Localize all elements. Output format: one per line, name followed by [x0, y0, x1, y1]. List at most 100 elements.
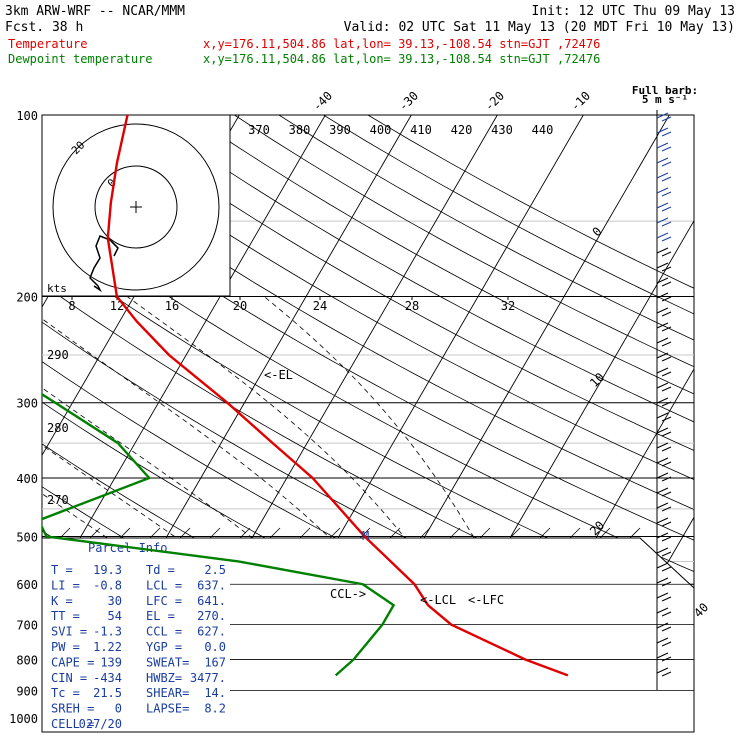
- parcel-info-value: 21.5: [93, 686, 122, 700]
- wind-barb: [656, 157, 669, 164]
- dry-adiabat-line: [56, 115, 694, 481]
- parcel-info-key: T =: [51, 563, 73, 577]
- panel-edge-tick: [59, 527, 71, 539]
- series-line-dewpoint-temperature: [42, 392, 396, 677]
- panel-edge-tick: [599, 527, 611, 539]
- theta-label: 420: [451, 123, 473, 137]
- theta-label: 390: [329, 123, 351, 137]
- parcel-info-key: PW =: [51, 640, 80, 654]
- pressure-tick-label: 900: [16, 684, 38, 698]
- wind-barb: [656, 337, 669, 344]
- wind-barb: [656, 517, 669, 524]
- parcel-info-value: 637.: [197, 578, 226, 592]
- wind-legend-title: Full barb:: [632, 84, 698, 97]
- wind-barb: [656, 412, 669, 419]
- legend-temperature-label: Temperature: [8, 37, 87, 51]
- parcel-info-key: K =: [51, 594, 73, 608]
- wind-barb: [656, 532, 669, 539]
- panel-edge-tick: [269, 527, 281, 539]
- parcel-info-value: 0.0: [204, 640, 226, 654]
- wind-barb-flag: [661, 221, 672, 227]
- theta-label: 410: [410, 123, 432, 137]
- wind-barb: [656, 592, 669, 599]
- parcel-info-value: 0: [115, 702, 122, 716]
- parcel-info-value: 19.3: [93, 563, 122, 577]
- parcel-info-key: HWBZ=: [146, 671, 182, 685]
- wind-barb-flag: [661, 491, 672, 497]
- wind-barb-flag: [661, 116, 672, 122]
- hodograph-speed-label: 28: [405, 299, 419, 313]
- panel-edge-tick: [539, 527, 551, 539]
- temperature-tick-label: -30: [396, 89, 421, 114]
- theta-label: 400: [370, 123, 392, 137]
- series-line-temperature: [106, 115, 569, 677]
- wind-barb: [656, 292, 669, 299]
- wind-barb-flag: [661, 416, 672, 422]
- panel-edge-tick: [629, 527, 641, 539]
- wind-barb-flag: [661, 146, 672, 152]
- dry-adiabat-line: [100, 115, 694, 451]
- legend-dewpoint-info: x,y=176.11,504.86 lat,lon= 39.13,-108.54…: [203, 52, 600, 66]
- panel-edge-tick: [239, 527, 251, 539]
- parcel-info-value: 641.: [197, 594, 226, 608]
- wind-barb-flag: [661, 281, 672, 287]
- wind-barb: [656, 397, 669, 404]
- level-marker-label: CCL->: [330, 587, 366, 601]
- parcel-info-key: CAPE =: [51, 655, 94, 669]
- hodograph-speed-label: 16: [165, 299, 179, 313]
- parcel-info-key: CCL =: [146, 625, 182, 639]
- wind-barb: [656, 382, 669, 389]
- hodograph-units-label: kts: [47, 282, 67, 295]
- wind-barb-flag: [661, 461, 672, 467]
- pressure-tick-label: 400: [16, 472, 38, 486]
- wind-barb-flag: [661, 626, 672, 632]
- wind-barb-flag: [661, 521, 672, 527]
- wind-barb-flag: [661, 131, 672, 137]
- panel-edge-tick: [449, 527, 461, 539]
- pressure-tick-label: 1000: [9, 712, 38, 726]
- theta-label: 370: [248, 123, 270, 137]
- temperature-tick-label: -40: [310, 89, 335, 114]
- theta-label: 440: [532, 123, 554, 137]
- level-marker-label: <-LCL: [420, 593, 456, 607]
- parcel-info-key: SVI =: [51, 625, 87, 639]
- dry-adiabat-line: [42, 208, 694, 573]
- parcel-info-key: TT =: [51, 609, 80, 623]
- forecast-hour: Fcst. 38 h: [5, 20, 83, 35]
- dry-adiabat-line: [145, 115, 694, 423]
- parcel-info-value: 30: [108, 594, 122, 608]
- wind-barb-flag: [661, 326, 672, 332]
- parcel-info-key: Tc =: [51, 686, 80, 700]
- wind-barb-flag: [661, 566, 672, 572]
- parcel-info-value: 3477.: [190, 671, 226, 685]
- parcel-info-key: EL =: [146, 609, 175, 623]
- parcel-info-value: 1.22: [93, 640, 122, 654]
- parcel-info-key: LAPSE=: [146, 702, 189, 716]
- wind-barb: [656, 307, 669, 314]
- wind-barb: [656, 202, 669, 209]
- legend-dewpoint-label: Dewpoint temperature: [8, 52, 153, 66]
- wind-barb-flag: [661, 596, 672, 602]
- wind-barb: [656, 622, 669, 629]
- wind-barb-flag: [661, 266, 672, 272]
- pressure-tick-label: 500: [16, 530, 38, 544]
- wind-barb: [656, 277, 669, 284]
- wind-barb: [656, 217, 669, 224]
- valid-time: Valid: 02 UTC Sat 11 May 13 (20 MDT Fri …: [344, 20, 735, 35]
- parcel-info-value: 167: [204, 655, 226, 669]
- panel-edge-tick: [209, 527, 221, 539]
- legend-temperature-info: x,y=176.11,504.86 lat,lon= 39.13,-108.54…: [203, 37, 600, 51]
- wind-barb-flag: [661, 341, 672, 347]
- wind-barb: [656, 322, 669, 329]
- wind-barb: [656, 142, 669, 149]
- wind-barb: [656, 187, 669, 194]
- wind-barb-flag: [661, 386, 672, 392]
- wind-barb: [656, 232, 669, 239]
- wind-barb: [656, 577, 669, 584]
- wind-barb-column: [656, 110, 672, 690]
- parcel-info-key: LI =: [51, 578, 80, 592]
- init-time: Init: 12 UTC Thu 09 May 13: [532, 4, 736, 19]
- wind-barb: [656, 442, 669, 449]
- pressure-tick-label: 200: [16, 291, 38, 305]
